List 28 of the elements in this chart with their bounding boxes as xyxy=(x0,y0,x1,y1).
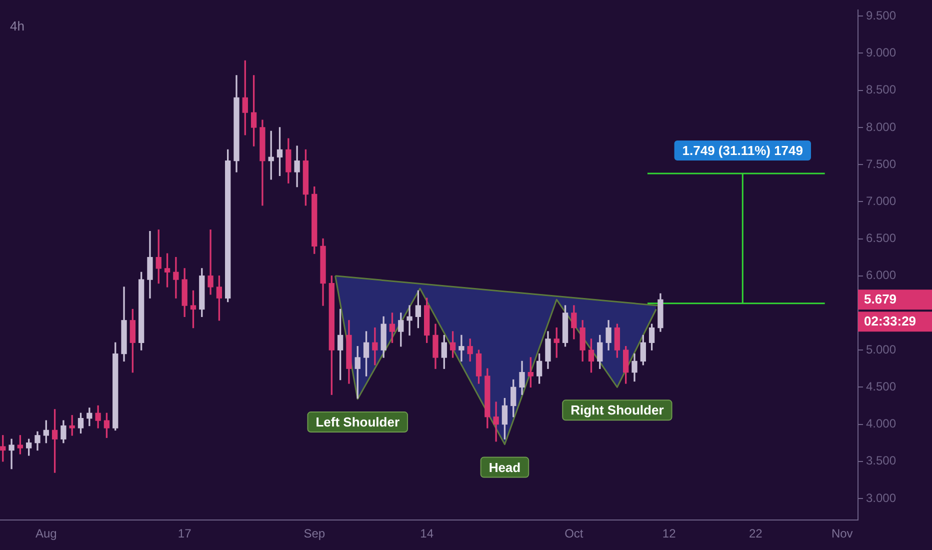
y-tick-label: 9.500 xyxy=(866,8,896,22)
y-tick-label: 4.000 xyxy=(866,416,896,431)
text: 5.679 xyxy=(864,291,897,306)
x-tick-label: 12 xyxy=(662,526,676,541)
y-tick-label: 6.000 xyxy=(866,268,896,282)
annotation: 1.749 (31.11%) 1749 xyxy=(682,143,803,158)
text: 4h xyxy=(10,18,24,34)
y-tick-label: 7.000 xyxy=(866,194,896,208)
y-tick-label: 3.500 xyxy=(866,454,896,468)
y-tick-label: 3.000 xyxy=(866,490,896,505)
x-tick-label: Oct xyxy=(564,526,584,541)
x-tick-label: 14 xyxy=(420,526,434,541)
annotation: Right Shoulder xyxy=(570,402,664,418)
y-tick-label: 8.500 xyxy=(866,82,896,97)
annotation: Left Shoulder xyxy=(316,414,400,430)
y-tick-label: 9.000 xyxy=(866,46,896,60)
annotation: Head xyxy=(488,460,521,475)
y-tick-label: 5.000 xyxy=(866,342,896,356)
text: 02:33:29 xyxy=(864,313,916,328)
y-tick-label: 7.500 xyxy=(866,156,896,171)
x-tick-label: Sep xyxy=(304,526,326,541)
x-tick-label: Nov xyxy=(831,526,853,541)
x-tick-label: 22 xyxy=(748,526,763,541)
y-tick-label: 6.500 xyxy=(866,231,896,246)
y-tick-label: 4.500 xyxy=(866,379,896,394)
x-tick-label: Aug xyxy=(35,526,57,541)
x-tick-label: 17 xyxy=(178,526,192,541)
y-tick-label: 8.000 xyxy=(866,120,896,134)
